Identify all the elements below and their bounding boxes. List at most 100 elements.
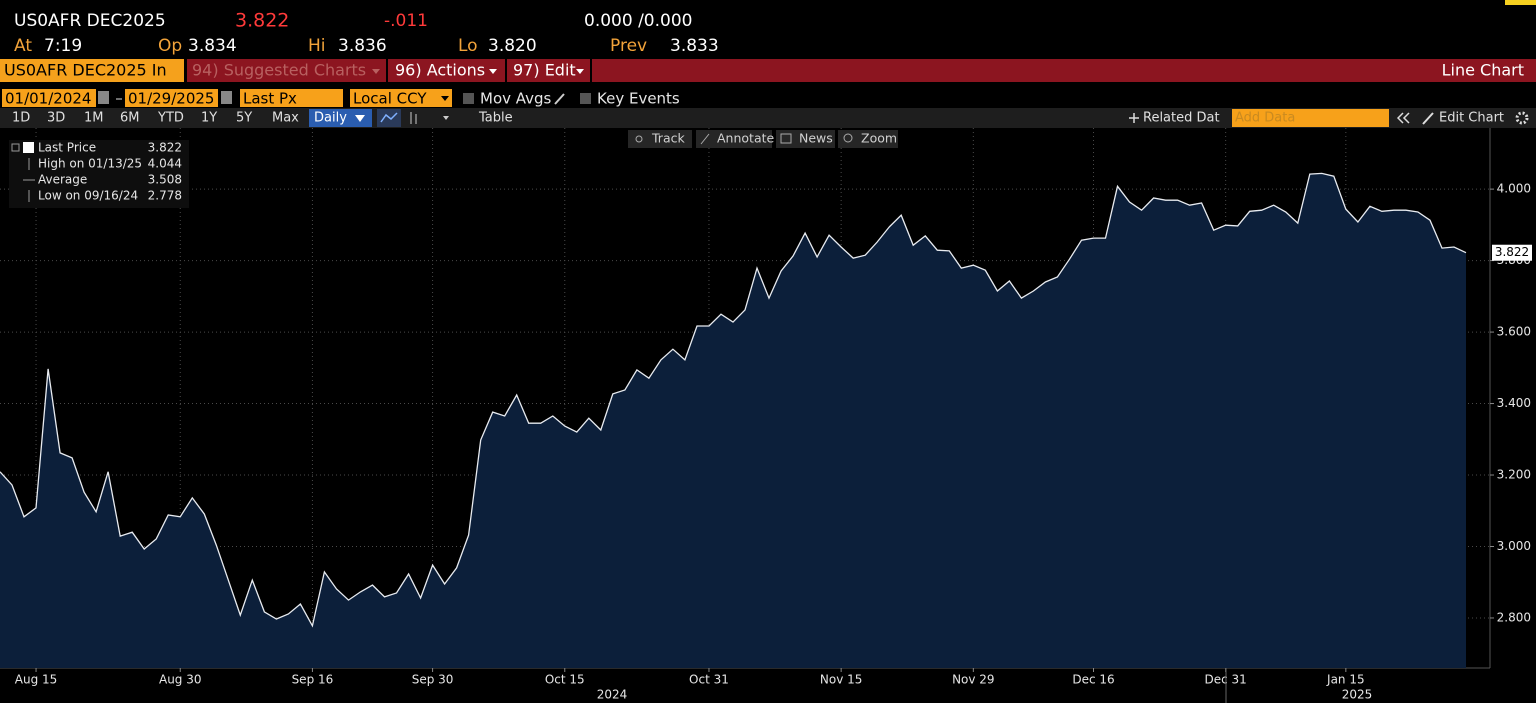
x-tick-label: Dec 16 xyxy=(1072,673,1114,687)
currency-select[interactable]: Local CCY xyxy=(353,90,427,108)
x-tick-label: Oct 15 xyxy=(545,673,585,687)
field-select[interactable]: Last Px xyxy=(243,90,297,108)
y-tick-label: 2.800 xyxy=(1497,610,1531,624)
zoom-icon xyxy=(843,133,853,143)
currency-box[interactable] xyxy=(350,89,452,107)
last-value-label: 3.822 xyxy=(1495,245,1529,259)
edit-menu[interactable]: 97) Edit xyxy=(513,61,576,80)
legend-value: 2.778 xyxy=(148,189,182,203)
track-icon xyxy=(635,135,643,143)
pencil-icon[interactable] xyxy=(554,93,565,105)
x-tick-label: Sep 16 xyxy=(292,673,334,687)
tool-annotate[interactable]: Annotate xyxy=(717,131,775,146)
high-label: Hi xyxy=(308,36,326,56)
low-value: 3.820 xyxy=(488,36,537,56)
frequency-box[interactable] xyxy=(309,109,372,127)
dropdown-arrow xyxy=(443,116,449,120)
corner-flag xyxy=(1505,0,1536,5)
end-date[interactable]: 01/29/2025 xyxy=(128,90,214,108)
separator xyxy=(184,59,187,82)
related-data[interactable]: Related Dat xyxy=(1143,111,1220,126)
last-price: 3.822 xyxy=(235,10,289,32)
add-data-input[interactable]: Add Data xyxy=(1235,111,1295,126)
period-button[interactable]: 1M xyxy=(84,111,104,126)
tool-button[interactable] xyxy=(838,130,898,148)
news-icon xyxy=(780,133,792,144)
legend-swatch xyxy=(23,142,34,153)
y-tick-label: 3.000 xyxy=(1497,539,1531,553)
separator xyxy=(590,59,592,82)
legend-value: 3.508 xyxy=(148,173,182,187)
security-box[interactable] xyxy=(0,59,184,82)
period-button[interactable]: 5Y xyxy=(236,111,252,126)
period-button[interactable]: YTD xyxy=(157,111,184,126)
legend-value: 3.822 xyxy=(148,141,182,155)
period-button[interactable]: Max xyxy=(272,111,299,126)
y-tick-label: 4.000 xyxy=(1497,182,1531,196)
open-value: 3.834 xyxy=(188,36,237,56)
calendar-icon[interactable] xyxy=(98,91,109,104)
y-tick-label: 3.200 xyxy=(1497,468,1531,482)
annotate-icon xyxy=(700,133,710,145)
period-button[interactable]: 3D xyxy=(47,111,65,126)
end-date-box[interactable] xyxy=(125,89,218,107)
separator xyxy=(505,59,507,82)
collapse-icon[interactable] xyxy=(1396,112,1404,124)
bid-ask: 0.000 /0.000 xyxy=(584,11,692,31)
frequency-select[interactable]: Daily xyxy=(314,111,347,126)
period-button[interactable]: 1Y xyxy=(201,111,217,126)
y-tick-label: 3.400 xyxy=(1497,396,1531,410)
low-label: Lo xyxy=(458,36,478,56)
tool-button[interactable] xyxy=(628,130,692,148)
menu-bar xyxy=(0,59,1536,82)
dropdown-arrow xyxy=(372,69,380,74)
x-tick-label: Jan 15 xyxy=(1326,673,1365,687)
legend-toggle[interactable] xyxy=(11,143,20,152)
start-date[interactable]: 01/01/2024 xyxy=(5,90,91,108)
dropdown-arrow xyxy=(355,115,365,122)
prev-label: Prev xyxy=(610,36,647,56)
checkbox[interactable] xyxy=(463,93,474,104)
period-button[interactable]: 6M xyxy=(120,111,140,126)
dropdown-arrow xyxy=(489,69,497,74)
calendar-icon[interactable] xyxy=(221,91,232,104)
legend-value: 4.044 xyxy=(148,157,182,171)
tool-news[interactable]: News xyxy=(799,131,833,146)
period-button[interactable]: 1D xyxy=(12,111,30,126)
prev-value: 3.833 xyxy=(670,36,719,56)
line-icon xyxy=(380,112,398,123)
ticker: US0AFR DEC2025 xyxy=(14,11,166,31)
tool-zoom[interactable]: Zoom xyxy=(861,131,897,146)
x-tick-label: Sep 30 xyxy=(412,673,454,687)
x-tick-label: Nov 29 xyxy=(952,673,995,687)
mov-avgs[interactable]: Mov Avgs xyxy=(480,90,552,108)
dropdown-arrow xyxy=(576,69,584,74)
dropdown-arrow xyxy=(441,96,449,101)
edit-chart[interactable]: Edit Chart xyxy=(1439,111,1504,126)
y-tick-label: 3.600 xyxy=(1497,325,1531,339)
x-tick-label: Nov 15 xyxy=(820,673,863,687)
field-box[interactable] xyxy=(240,89,343,107)
tool-track[interactable]: Track xyxy=(651,131,685,146)
tool-button[interactable] xyxy=(696,130,772,148)
pencil-icon xyxy=(1422,112,1434,125)
x-group-label: 2025 xyxy=(1342,688,1373,702)
actions-menu[interactable]: 96) Actions xyxy=(395,61,485,80)
key-events[interactable]: Key Events xyxy=(597,90,680,108)
add-data-box[interactable] xyxy=(1232,109,1389,127)
suggested-charts[interactable]: 94) Suggested Charts xyxy=(192,61,366,80)
at-time: 7:19 xyxy=(44,36,82,56)
legend-label: High on 01/13/25 xyxy=(38,157,142,171)
start-date-box[interactable] xyxy=(2,89,96,107)
view-title: Line Chart xyxy=(1442,61,1524,80)
security-field[interactable]: US0AFR DEC2025 In xyxy=(4,61,167,80)
settings-icon[interactable] xyxy=(1515,111,1529,125)
collapse-icon[interactable] xyxy=(1402,112,1410,124)
x-tick-label: Oct 31 xyxy=(689,673,729,687)
checkbox[interactable] xyxy=(580,93,591,104)
legend-box xyxy=(9,140,189,208)
x-tick-label: Aug 30 xyxy=(159,673,202,687)
table-button[interactable]: Table xyxy=(478,111,513,126)
